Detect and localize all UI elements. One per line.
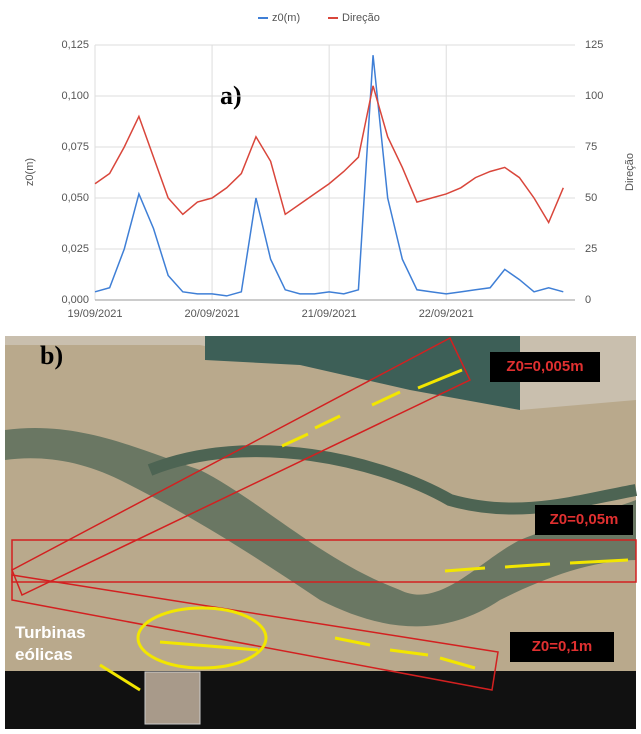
legend-label: Direção <box>342 12 380 24</box>
y-tick-label: 0,025 <box>61 243 89 255</box>
turbine-thumbnail <box>145 672 200 724</box>
y-tick-label: 0,050 <box>61 192 89 204</box>
y-tick-label: 0,125 <box>61 39 89 51</box>
y2-tick-label: 75 <box>585 141 597 153</box>
y2-tick-label: 100 <box>585 90 603 102</box>
zone-label: Z0=0,005m <box>506 358 583 375</box>
legend-label: z0(m) <box>272 12 300 24</box>
map-panel: Z0=0,005m Z0=0,05m Z0=0,1m b) Turbinas e… <box>5 336 636 729</box>
panel-label: a) <box>220 81 242 110</box>
zone-label: Z0=0,1m <box>532 638 592 655</box>
y2-tick-label: 25 <box>585 243 597 255</box>
y2-axis-title: Direção <box>624 153 636 191</box>
x-tick-label: 22/09/2021 <box>419 308 474 320</box>
x-tick-label: 20/09/2021 <box>185 308 240 320</box>
y-axis-title: z0(m) <box>24 158 36 186</box>
panel-label: b) <box>40 341 63 370</box>
x-tick-label: 21/09/2021 <box>302 308 357 320</box>
y2-tick-label: 125 <box>585 39 603 51</box>
y2-tick-label: 0 <box>585 294 591 306</box>
y-tick-label: 0,000 <box>61 294 89 306</box>
x-tick-label: 19/09/2021 <box>67 308 122 320</box>
y2-tick-label: 50 <box>585 192 597 204</box>
turbines-label: Turbinas eólicas <box>15 622 135 666</box>
y-tick-label: 0,100 <box>61 90 89 102</box>
figure: a) z0(m) Direção 0,000 0,025 0,050 0,075 0,1… <box>0 0 641 729</box>
turbines-label-wrap: Turbinas eólicas <box>15 622 135 672</box>
zone-label: Z0=0,05m <box>550 511 619 528</box>
y-tick-label: 0,075 <box>61 141 89 153</box>
